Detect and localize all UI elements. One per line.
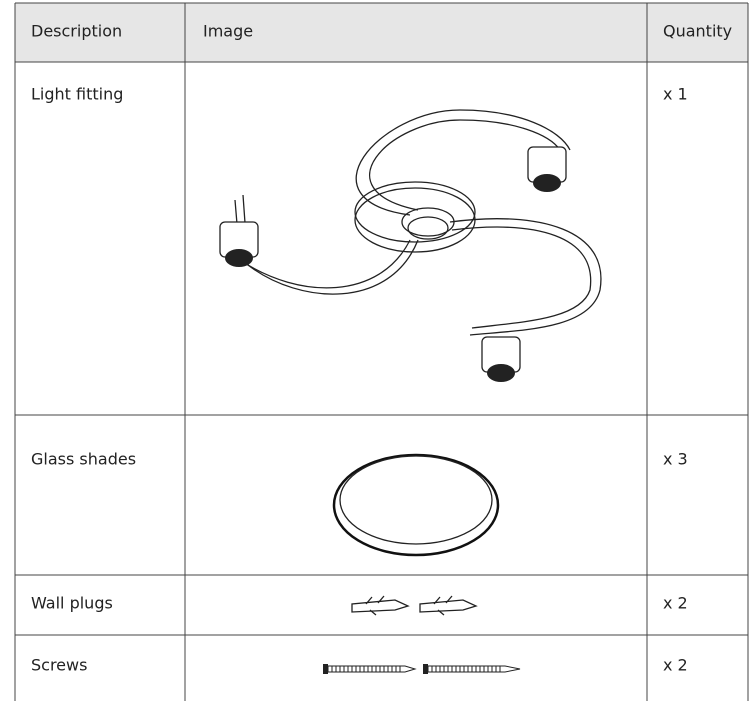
screws-illustration [323,664,521,674]
description: Glass shades [31,450,136,469]
header-bg [15,3,748,62]
glass-shade-illustration [332,453,500,557]
description: Light fitting [31,85,123,104]
description: Wall plugs [31,594,113,613]
quantity: x 3 [663,450,688,469]
description: Screws [31,656,87,675]
quantity: x 1 [663,85,688,104]
header-cell: Image [203,22,253,41]
quantity: x 2 [663,594,688,613]
header-cell: Description [31,22,122,41]
wall-plugs-illustration [351,595,478,616]
light-fitting-illustration [219,109,602,382]
header-cell: Quantity [663,22,732,41]
quantity: x 2 [663,656,688,675]
grid [14,2,749,701]
